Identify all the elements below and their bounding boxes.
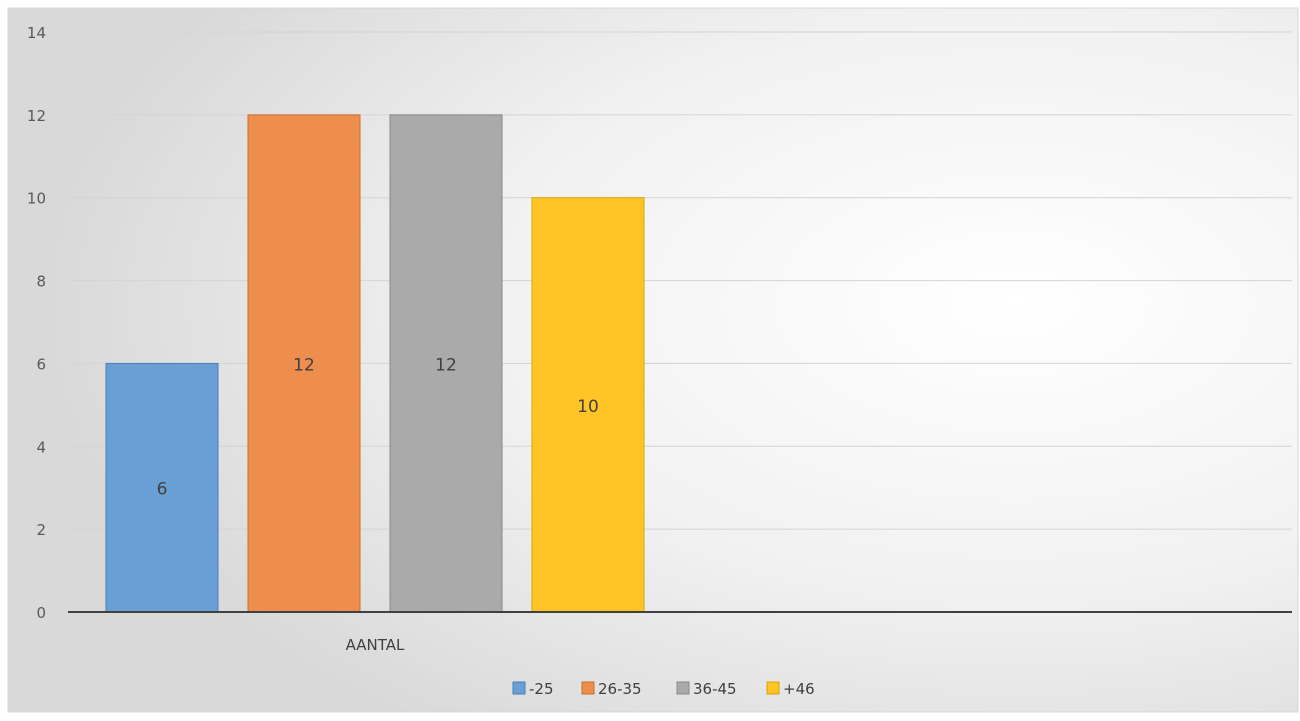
x-category-label: AANTAL	[346, 636, 405, 654]
bar-26-35	[247, 114, 361, 613]
y-tick-label: 10	[27, 190, 46, 208]
y-tick-label: 12	[27, 107, 46, 125]
legend-swatch	[581, 681, 595, 695]
bar-data-label: 10	[577, 397, 599, 417]
legend-label: -25	[529, 680, 554, 698]
bar--25	[105, 362, 219, 613]
y-tick-label: 2	[36, 521, 46, 539]
bar-data-label: 12	[293, 355, 315, 375]
y-tick-label: 8	[36, 273, 46, 291]
legend-swatch	[676, 681, 690, 695]
y-tick-label: 4	[36, 438, 46, 456]
legend-swatch	[766, 681, 780, 695]
bar-data-label: 12	[435, 355, 457, 375]
x-axis-ticks: AANTAL	[346, 636, 405, 654]
y-tick-label: 14	[27, 24, 46, 42]
legend-swatch	[512, 681, 526, 695]
legend-label: +46	[783, 680, 815, 698]
chart-background	[7, 7, 1299, 713]
y-axis-ticks: 0 2 4 6 8 10 12 14	[27, 24, 46, 622]
bar-36-45	[389, 114, 503, 613]
legend-label: 26-35	[598, 680, 642, 698]
y-tick-label: 0	[36, 604, 46, 622]
legend: -25 26-35 36-45 +46	[512, 680, 815, 698]
bar-data-label: 6	[157, 480, 168, 500]
legend-label: 36-45	[693, 680, 737, 698]
y-tick-label: 6	[36, 355, 46, 373]
bars: 6 12 12 10	[105, 114, 645, 613]
